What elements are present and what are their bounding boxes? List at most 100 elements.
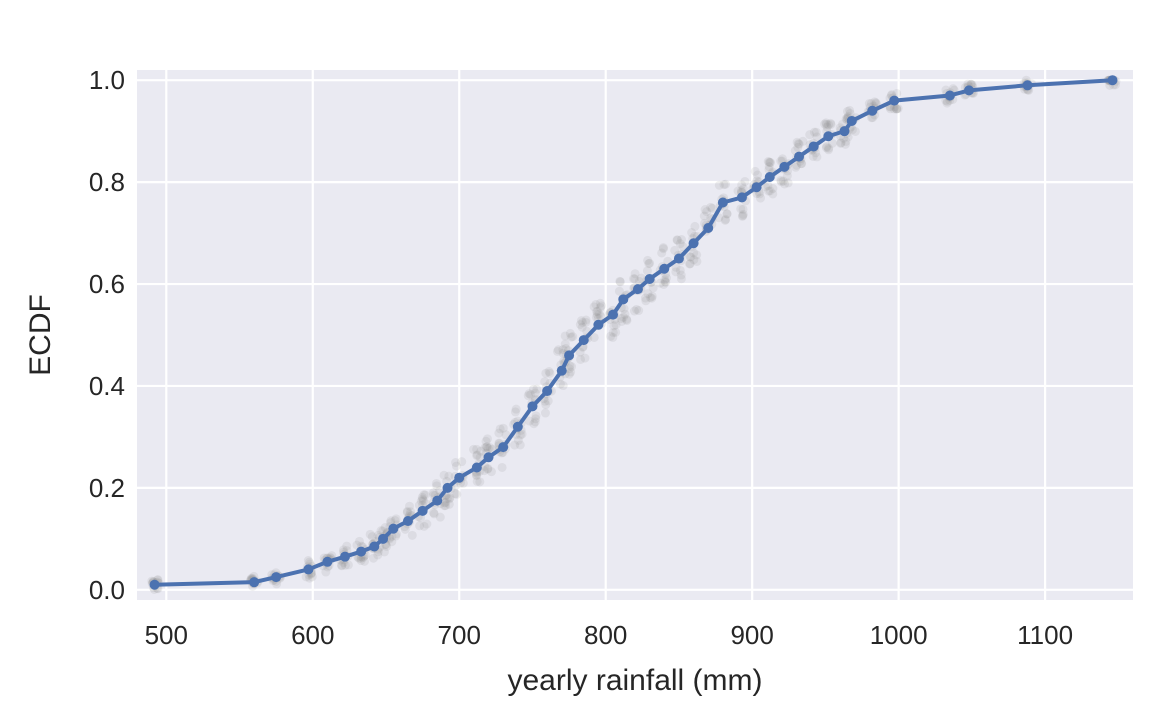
bootstrap-point [842,106,852,116]
bootstrap-point [634,306,644,316]
bootstrap-point [565,328,575,338]
ecdf-point [644,273,655,284]
bootstrap-point [700,205,710,215]
x-tick-label: 600 [291,620,334,650]
bootstrap-point [721,214,731,224]
bootstrap-point [660,275,670,285]
bootstrap-point [390,515,400,525]
bootstrap-point [885,104,895,114]
ecdf-point [402,516,413,527]
bootstrap-point [839,133,849,143]
bootstrap-point [407,530,417,540]
bootstrap-point [593,306,603,316]
bootstrap-point [495,424,505,434]
bootstrap-point [753,170,763,180]
bootstrap-point [641,296,651,306]
bootstrap-point [778,176,788,186]
ecdf-point [512,421,523,432]
ecdf-point [556,365,567,376]
bootstrap-point [472,444,482,454]
bootstrap-point [822,142,832,152]
bootstrap-point [824,143,834,153]
y-axis-label: ECDF [24,294,57,376]
bootstrap-point [672,235,682,245]
bootstrap-point [864,99,874,109]
bootstrap-point [824,145,834,155]
bootstrap-point [337,560,347,570]
ecdf-point [963,85,974,96]
bootstrap-point [531,414,541,424]
bootstrap-point [591,299,601,309]
bootstrap-point [782,171,792,181]
bootstrap-point [564,364,574,374]
bootstrap-point [676,235,686,245]
ecdf-point [442,482,453,493]
bootstrap-point [722,209,732,219]
bootstrap-point [764,165,774,175]
bootstrap-point [616,314,626,324]
bootstrap-point [720,215,730,225]
ecdf-point [378,533,389,544]
bootstrap-point [783,178,793,188]
bootstrap-point [750,166,760,176]
ecdf-point [369,541,380,552]
bootstrap-point [483,464,493,474]
bootstrap-point [418,496,428,506]
bootstrap-point [827,138,837,148]
bootstrap-point [722,209,732,219]
bootstrap-point [636,273,646,283]
ecdf-point [417,505,428,516]
ecdf-point [867,105,878,116]
bootstrap-point [365,529,375,539]
bootstrap-point [406,507,416,517]
bootstrap-point [643,255,653,265]
bootstrap-point [596,301,606,311]
bootstrap-point [676,270,686,280]
bootstrap-point [845,105,855,115]
bootstrap-point [580,353,590,363]
bootstrap-point [359,556,369,566]
x-tick-label: 900 [730,620,773,650]
bootstrap-point [483,463,493,473]
bootstrap-point [450,489,460,499]
bootstrap-point [402,507,412,517]
bootstrap-point [738,211,748,221]
ecdf-point [249,577,260,588]
bootstrap-point [793,142,803,152]
bootstrap-point [889,104,899,114]
ecdf-point [542,386,553,397]
bootstrap-point [736,204,746,214]
bootstrap-point [791,162,801,172]
ecdf-point [673,253,684,264]
bootstrap-point [589,302,599,312]
bootstrap-point [658,244,668,254]
ecdf-point [356,546,367,557]
bootstrap-point [417,492,427,502]
bootstrap-point [592,310,602,320]
bootstrap-point [765,158,775,168]
bootstrap-point [640,293,650,303]
x-tick-label: 800 [584,620,627,650]
bootstrap-point [444,499,454,509]
bootstrap-point [380,523,390,533]
ecdf-point [808,141,819,152]
ecdf-point [618,294,629,305]
bootstrap-point [435,512,445,522]
bootstrap-point [476,446,486,456]
bootstrap-point [661,277,671,287]
bootstrap-point [400,524,410,534]
bootstrap-point [416,496,426,506]
ecdf-point [1022,80,1033,91]
bootstrap-point [486,467,496,477]
bootstrap-point [354,536,364,546]
bootstrap-point [387,537,397,547]
bootstrap-point [594,309,604,319]
bootstrap-point [472,450,482,460]
bootstrap-point [419,490,429,500]
bootstrap-point [367,532,377,542]
y-tick-label: 0.8 [89,167,125,197]
bootstrap-point [740,176,750,186]
bootstrap-point [755,193,765,203]
bootstrap-point [764,157,774,167]
bootstrap-point [675,239,685,249]
